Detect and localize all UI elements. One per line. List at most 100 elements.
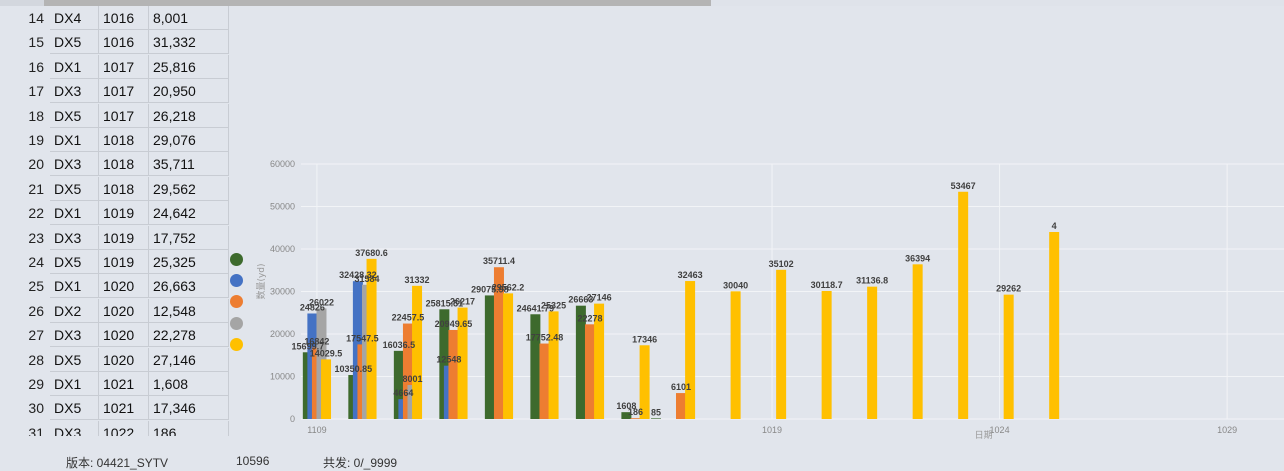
data-label: 37680.6 [355,248,388,258]
bar [412,285,423,419]
row-number: 16 [28,58,44,75]
table-cell[interactable]: 1018 [99,176,149,201]
y-tick-label: 20000 [270,329,295,339]
row-number: 30 [28,400,44,417]
table-cell[interactable]: 17,752 [149,225,229,250]
data-label: 25325 [541,300,566,310]
table-cell[interactable]: 12,548 [149,298,229,323]
table-cell[interactable]: DX3 [50,152,99,177]
table-cell[interactable]: 26,218 [149,103,229,128]
table-cell[interactable]: 1019 [99,250,149,274]
table-cell[interactable]: 20,950 [149,79,229,104]
table-cell[interactable]: 1016 [99,6,149,30]
table-row: 24 DX5 1019 25,325 [0,250,229,274]
y-tick-label: 40000 [270,244,295,254]
table-cell[interactable]: 31,332 [149,30,229,55]
table-cell[interactable]: 1020 [99,298,149,323]
table-cell[interactable]: 1016 [99,30,149,55]
table-cell[interactable]: 29,076 [149,128,229,152]
table-cell[interactable]: 25,816 [149,54,229,79]
chart-legend [230,253,246,359]
table-cell[interactable]: DX3 [50,420,99,436]
data-label: 29562.2 [492,282,525,292]
table-cell[interactable]: 186 [149,420,229,436]
table-row: 15 DX5 1016 31,332 [0,30,229,55]
table-cell[interactable]: DX2 [50,298,99,323]
data-label: 16036.5 [383,340,416,350]
bar [650,418,661,419]
table-cell[interactable]: DX5 [50,396,99,421]
horizontal-scrollbar[interactable] [0,0,1284,6]
table-cell[interactable]: 1019 [99,225,149,250]
row-number: 26 [28,302,44,319]
table-cell[interactable]: 17,346 [149,396,229,421]
legend-marker [230,253,243,266]
x-tick-label: 1024 [990,425,1010,435]
data-label: 29262 [996,284,1021,294]
table-cell[interactable]: 1019 [99,201,149,226]
table-cell[interactable]: 1017 [99,79,149,104]
table-cell[interactable]: 1022 [99,420,149,436]
data-label: 12548 [436,355,461,365]
bar [539,343,550,419]
table-cell[interactable]: 1021 [99,372,149,396]
table-cell[interactable]: DX1 [50,54,99,79]
table-cell[interactable]: 1018 [99,128,149,152]
data-label: 32428.32 [339,270,377,280]
table-cell[interactable]: DX5 [50,347,99,372]
y-tick-label: 30000 [270,287,295,297]
table-row: 25 DX1 1020 26,663 [0,274,229,299]
table-cell[interactable]: 1020 [99,323,149,348]
y-tick-label: 50000 [270,202,295,212]
table-cell[interactable]: DX3 [50,225,99,250]
data-label: 1608 [616,401,636,411]
legend-marker [230,274,243,288]
table-cell[interactable]: DX5 [50,30,99,55]
table-cell[interactable]: DX1 [50,372,99,396]
footer-code: 10596 [236,454,270,468]
table-cell[interactable]: 29,562 [149,176,229,201]
table-cell[interactable]: 1021 [99,396,149,421]
data-label: 24641.79 [517,303,555,313]
row-number: 25 [28,278,44,295]
table-cell[interactable]: DX1 [50,128,99,152]
data-label: 26022 [309,297,334,307]
bar [484,295,495,419]
table-cell[interactable]: DX3 [50,323,99,348]
row-number: 17 [28,83,44,100]
table-cell[interactable]: 1,608 [149,372,229,396]
data-label: 20949.65 [435,319,473,329]
table-cell[interactable]: 8,001 [149,6,229,30]
table-cell[interactable]: DX5 [50,176,99,201]
table-cell[interactable]: DX1 [50,274,99,299]
table-cell[interactable]: 1017 [99,103,149,128]
table-cell[interactable]: 1017 [99,54,149,79]
table-cell[interactable]: DX3 [50,79,99,104]
data-label: 31136.8 [856,276,888,286]
table-cell[interactable]: 1020 [99,274,149,299]
x-axis-title: 日期 [975,430,993,440]
table-cell[interactable]: DX4 [50,6,99,30]
table-cell[interactable]: DX5 [50,103,99,128]
table-cell[interactable]: 27,146 [149,347,229,372]
table-cell[interactable]: 24,642 [149,201,229,226]
y-tick-label: 10000 [270,372,295,382]
row-number: 28 [28,351,44,368]
table-cell[interactable]: DX5 [50,250,99,274]
table-cell[interactable]: 35,711 [149,152,229,177]
row-number: 27 [28,327,44,344]
table-cell[interactable]: DX1 [50,201,99,226]
data-label: 31332 [405,275,430,285]
table-row: 28 DX5 1020 27,146 [0,347,229,372]
scrollbar-thumb[interactable] [44,0,711,6]
table-cell[interactable]: 1020 [99,347,149,372]
table-row: 18 DX5 1017 26,218 [0,103,229,128]
table-cell[interactable]: 1018 [99,152,149,177]
row-number: 23 [28,229,44,246]
table-cell[interactable]: 25,325 [149,250,229,274]
table-cell[interactable]: 22,278 [149,323,229,348]
table-cell[interactable]: 26,663 [149,274,229,299]
bar [584,324,595,419]
row-number: 18 [28,107,44,124]
row-number: 14 [28,10,44,26]
